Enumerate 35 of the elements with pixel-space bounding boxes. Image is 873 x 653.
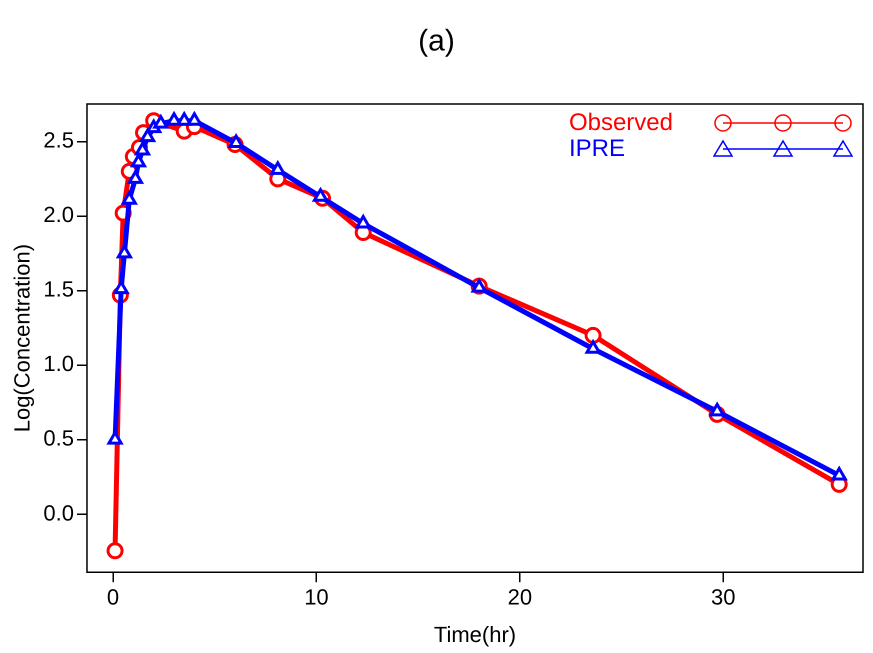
y-tick-label: 2.5 — [43, 128, 74, 153]
point — [116, 244, 132, 258]
point — [186, 112, 202, 126]
point — [312, 188, 328, 202]
point — [228, 134, 244, 148]
point — [584, 326, 602, 344]
point — [107, 431, 123, 445]
point — [586, 340, 601, 354]
text: IPRE — [568, 135, 626, 162]
point — [153, 115, 168, 129]
point — [122, 191, 137, 205]
chart-title: (a) — [418, 24, 455, 58]
point — [356, 215, 371, 229]
point — [832, 466, 847, 480]
point — [140, 128, 156, 142]
point — [710, 402, 725, 416]
y-tick-label: 0.0 — [43, 500, 74, 526]
x-axis-title: Time(hr) — [434, 622, 516, 647]
y-tick-label: 0.5 — [43, 426, 74, 451]
x-tick-label: 0 — [106, 584, 120, 610]
point — [114, 280, 129, 294]
x-tick-label: 10 — [304, 584, 329, 610]
y-axis-title: Log(Concentration) — [9, 244, 34, 432]
x-tick-label: 30 — [711, 584, 736, 610]
point — [134, 142, 150, 156]
point — [176, 112, 192, 126]
legend-label: Observed — [568, 109, 673, 136]
point — [106, 542, 124, 560]
point — [130, 154, 146, 168]
y-tick-label: 1.0 — [43, 351, 74, 376]
y-tick-label: 2.0 — [43, 202, 74, 228]
point — [270, 161, 286, 175]
y-tick-label: 1.5 — [43, 276, 74, 302]
point — [128, 170, 143, 184]
x-tick-label: 20 — [508, 584, 532, 610]
